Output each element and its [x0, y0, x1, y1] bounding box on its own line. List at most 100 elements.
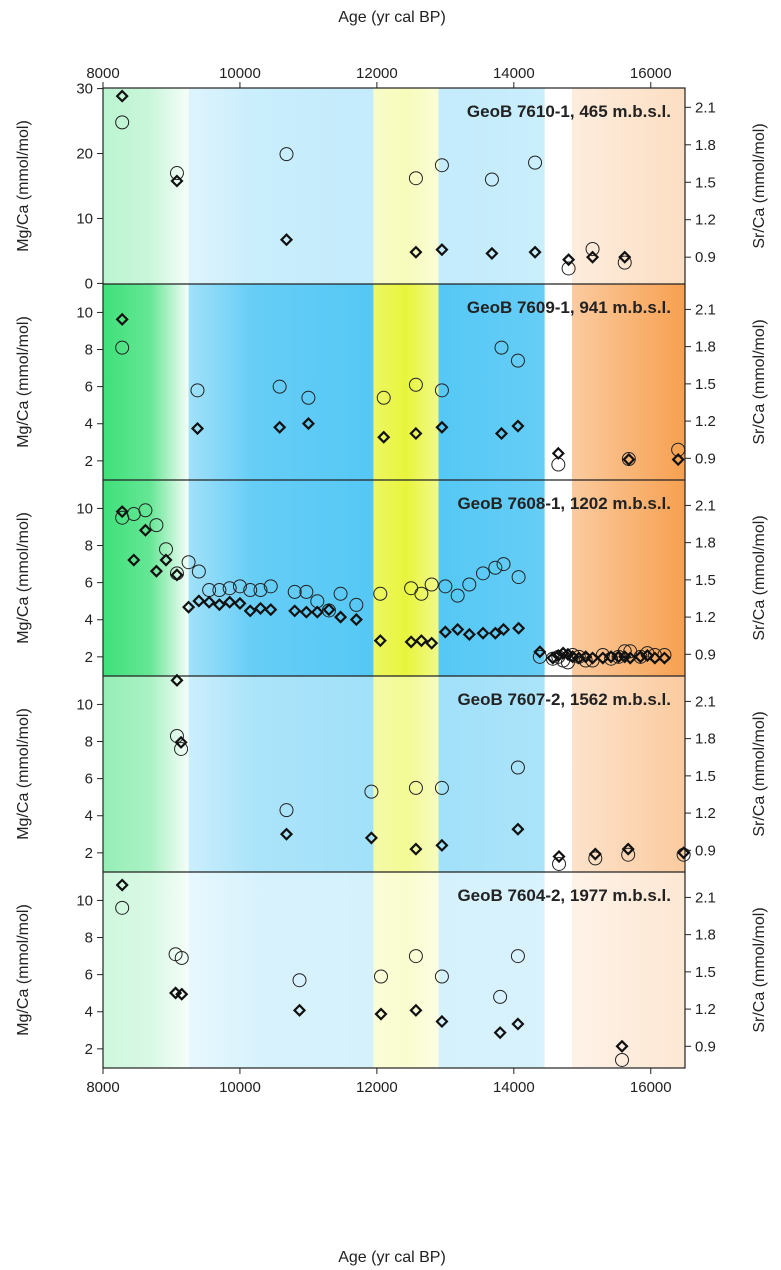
left-tick-label: 8 [85, 342, 93, 359]
srca-point [409, 426, 423, 441]
left-tick-label: 8 [85, 734, 93, 751]
band-1-1 [188, 284, 374, 480]
srca-point [488, 626, 502, 640]
mgca-point [450, 588, 465, 603]
srca-point [451, 622, 465, 637]
srca-point [438, 625, 452, 639]
band-0-2 [373, 88, 439, 284]
mgca-point [301, 390, 316, 405]
srca-point [170, 174, 184, 188]
mgca-point [615, 1052, 630, 1067]
right-tick-label: 1.5 [695, 376, 716, 393]
srca-point [127, 553, 141, 567]
right-axis-title: Sr/Ca (mmol/mol) [751, 907, 768, 1032]
srca-point [409, 842, 423, 856]
left-tick-label: 2 [85, 649, 93, 666]
mgca-point [494, 340, 509, 355]
mgca-point [376, 390, 391, 405]
mgca-point [510, 353, 525, 368]
mgca-point [279, 803, 294, 818]
mgca-point [588, 851, 603, 866]
srca-point [622, 452, 636, 467]
srca-point [202, 595, 216, 609]
left-tick-label: 4 [85, 808, 93, 825]
band-4-0 [103, 872, 189, 1068]
band-4-2 [373, 872, 439, 1068]
srca-point [334, 610, 348, 624]
left-tick-label: 6 [85, 771, 93, 788]
panel-title: GeoB 7609-1, 941 m.b.s.l. [467, 298, 671, 317]
srca-point [174, 735, 188, 749]
right-tick-label: 1.2 [695, 609, 716, 626]
mgca-point [292, 973, 307, 988]
srca-point [192, 594, 206, 608]
left-axis-title: Mg/Ca (mmol/mol) [15, 904, 32, 1036]
right-axis-title: Sr/Ca (mmol/mol) [751, 319, 768, 444]
right-tick-label: 2.1 [695, 301, 716, 318]
srca-point [190, 421, 205, 436]
srca-point [533, 645, 547, 659]
right-tick-label: 2.1 [695, 497, 716, 514]
srca-point [373, 634, 387, 648]
srca-point [462, 627, 476, 642]
mgca-point [138, 503, 153, 518]
left-tick-label: 10 [76, 696, 93, 713]
srca-point [253, 601, 268, 615]
mgca-point [263, 579, 278, 594]
band-0-5 [572, 88, 685, 284]
left-tick-label: 20 [76, 146, 93, 163]
srca-point [264, 603, 278, 617]
left-tick-label: 10 [76, 892, 93, 909]
srca-point [115, 89, 129, 103]
srca-point [615, 1039, 629, 1053]
srca-point [374, 1007, 388, 1021]
left-axis-title: Mg/Ca (mmol/mol) [15, 120, 32, 252]
mgca-point [373, 969, 388, 984]
mgca-point [408, 780, 423, 795]
srca-point [528, 245, 542, 259]
mgca-point [438, 579, 453, 594]
band-2-3 [438, 480, 545, 676]
left-tick-label: 6 [85, 967, 93, 984]
right-tick-label: 1.8 [695, 535, 716, 552]
srca-point [322, 603, 336, 617]
band-3-5 [572, 676, 685, 872]
mgca-point [434, 969, 449, 984]
srca-point [511, 419, 525, 433]
right-tick-label: 1.8 [695, 339, 716, 356]
mgca-point [272, 379, 287, 394]
srca-point [175, 987, 189, 1001]
band-0-1 [188, 88, 374, 284]
left-tick-label: 30 [76, 81, 93, 98]
srca-point [349, 613, 363, 627]
srca-point [279, 233, 294, 247]
srca-point [409, 1003, 423, 1017]
srca-point [159, 553, 173, 567]
mgca-point [408, 377, 423, 392]
right-tick-label: 1.5 [695, 174, 716, 191]
axes [97, 82, 691, 1074]
band-3-2 [373, 676, 439, 872]
srca-point [648, 651, 662, 665]
mgca-point [462, 577, 477, 592]
band-2-1 [188, 480, 374, 676]
srca-point [170, 673, 184, 687]
srca-point [223, 595, 237, 609]
srca-point [586, 250, 600, 264]
srca-point [512, 621, 526, 635]
mgca-point [149, 518, 164, 533]
right-tick-label: 2.1 [695, 99, 716, 116]
band-1-5 [572, 284, 685, 480]
mgca-point [510, 949, 525, 964]
srca-point [138, 523, 153, 537]
srca-point [511, 822, 525, 836]
srca-point [435, 838, 449, 852]
band-3-1 [188, 676, 374, 872]
left-tick-label: 6 [85, 575, 93, 592]
right-tick-label: 0.9 [695, 249, 716, 266]
right-tick-label: 1.8 [695, 927, 716, 944]
x-tick-label-bottom: 14000 [493, 1079, 535, 1096]
srca-point [310, 605, 324, 619]
x-tick-label-top: 10000 [219, 65, 261, 82]
srca-point [657, 651, 672, 665]
